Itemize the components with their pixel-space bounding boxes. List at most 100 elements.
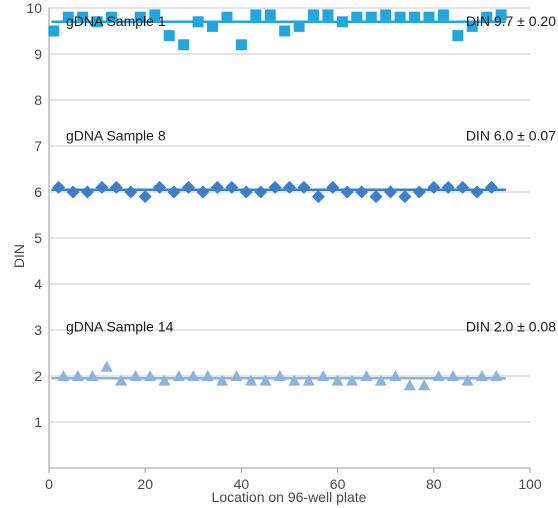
data-point <box>201 370 214 381</box>
data-point <box>254 185 268 199</box>
data-point <box>384 185 398 199</box>
y-tick-label: 3 <box>34 322 42 338</box>
data-point <box>71 370 84 381</box>
data-point <box>360 370 373 381</box>
data-point <box>466 20 478 32</box>
data-point <box>432 370 445 381</box>
series-name-label: gDNA Sample 14 <box>66 318 174 334</box>
data-point <box>62 11 74 23</box>
data-point <box>221 11 233 23</box>
data-point <box>326 180 340 194</box>
data-point <box>418 379 431 391</box>
data-point <box>456 180 470 194</box>
y-tick-label: 8 <box>34 92 42 108</box>
data-point <box>412 185 426 199</box>
data-point <box>322 9 334 21</box>
data-point <box>340 185 354 199</box>
data-point <box>48 25 60 37</box>
data-point <box>245 374 258 386</box>
data-point <box>394 11 406 23</box>
x-tick-label: 100 <box>518 476 542 492</box>
y-tick-label: 1 <box>34 414 42 430</box>
data-point <box>437 9 449 21</box>
data-point <box>369 190 383 204</box>
data-point <box>57 370 70 381</box>
series-group <box>51 360 506 391</box>
data-point <box>207 20 219 32</box>
x-tick-label: 80 <box>426 476 442 492</box>
data-point <box>495 9 507 21</box>
x-tick-label: 20 <box>137 476 153 492</box>
data-point <box>302 374 315 386</box>
data-point <box>336 16 348 28</box>
data-point <box>216 374 229 386</box>
series-name-label: gDNA Sample 1 <box>66 13 166 29</box>
data-point <box>389 370 402 381</box>
data-point <box>115 374 128 386</box>
y-axis-label: DIN <box>11 244 27 268</box>
data-point <box>153 180 167 194</box>
y-tick-label: 6 <box>34 184 42 200</box>
series-din-annotation: DIN 2.0 ± 0.08 <box>466 318 556 334</box>
data-point <box>106 11 118 23</box>
data-point <box>308 9 320 21</box>
y-tick-label: 2 <box>34 368 42 384</box>
x-axis-label: Location on 96-well plate <box>212 489 367 505</box>
data-point <box>163 30 175 42</box>
x-tick-label: 60 <box>330 476 346 492</box>
data-point <box>250 9 262 21</box>
data-point <box>192 16 204 28</box>
data-point <box>481 11 493 23</box>
data-point <box>167 185 181 199</box>
series-din-annotation: DIN 9.7 ± 0.20 <box>466 13 556 29</box>
data-point <box>239 185 253 199</box>
x-tick-label: 0 <box>45 476 53 492</box>
data-point <box>475 370 488 381</box>
data-point <box>268 180 282 194</box>
data-point <box>109 180 123 194</box>
data-point <box>423 11 435 23</box>
data-point <box>210 180 224 194</box>
series-group <box>48 9 507 51</box>
data-point <box>398 190 412 204</box>
data-point <box>311 190 325 204</box>
y-tick-label: 5 <box>34 230 42 246</box>
data-point <box>77 11 89 23</box>
data-point <box>288 374 301 386</box>
data-point <box>365 11 377 23</box>
data-point <box>297 180 311 194</box>
data-point <box>91 16 103 28</box>
data-point <box>196 185 210 199</box>
data-point <box>461 374 474 386</box>
grid-lines <box>49 7 530 423</box>
data-point <box>346 374 359 386</box>
data-point <box>66 185 80 199</box>
data-point <box>181 180 195 194</box>
data-point <box>187 370 200 381</box>
series-layer <box>48 9 507 391</box>
data-point <box>158 374 171 386</box>
data-point <box>355 185 369 199</box>
data-point <box>86 370 99 381</box>
data-point <box>331 374 344 386</box>
data-point <box>470 185 484 199</box>
data-point <box>351 11 363 23</box>
data-point <box>403 379 416 391</box>
data-point <box>279 25 291 37</box>
data-point <box>52 180 66 194</box>
data-point <box>447 370 460 381</box>
y-tick-label: 7 <box>34 138 42 154</box>
data-point <box>264 9 276 21</box>
data-point <box>124 185 138 199</box>
data-point <box>409 11 421 23</box>
data-point <box>80 185 94 199</box>
axes <box>48 8 531 473</box>
data-point <box>225 180 239 194</box>
data-point <box>293 20 305 32</box>
data-point <box>149 9 161 21</box>
data-point <box>380 9 392 21</box>
data-point <box>452 30 464 42</box>
data-point <box>230 370 243 381</box>
x-tick-label: 40 <box>234 476 250 492</box>
